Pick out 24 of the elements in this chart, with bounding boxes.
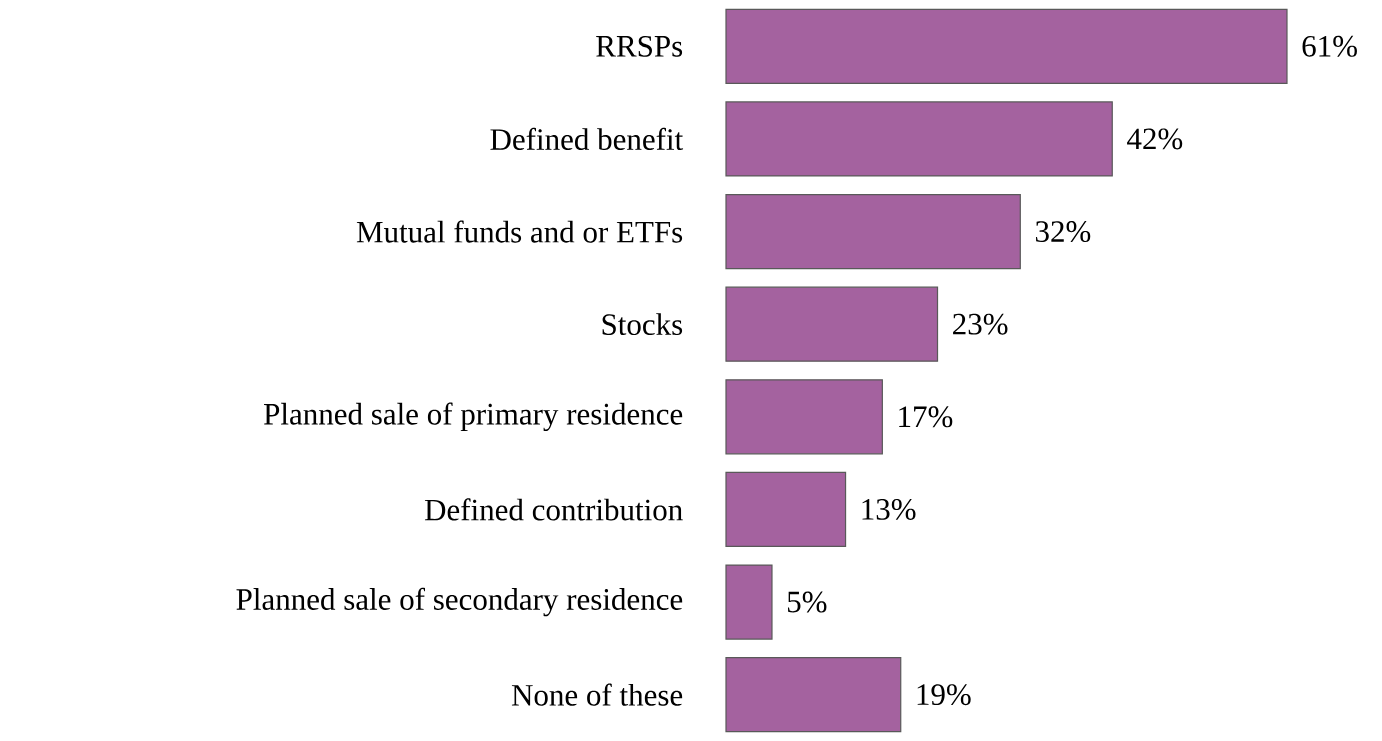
y-tick-label: Planned sale of secondary residence bbox=[236, 587, 683, 617]
bar bbox=[725, 471, 847, 548]
y-tick-label: Mutual funds and or ETFs bbox=[356, 220, 683, 243]
y-tick-label: Planned sale of primary residence bbox=[264, 402, 683, 432]
data-label: 23% bbox=[953, 313, 1008, 335]
y-tick-label: Stocks bbox=[602, 313, 683, 336]
data-label: 19% bbox=[917, 684, 971, 706]
y-tick-label: Defined benefit bbox=[490, 127, 684, 150]
y-tick-label: Defined contribution bbox=[424, 498, 683, 521]
data-label: 13% bbox=[862, 498, 916, 520]
bar bbox=[725, 193, 1021, 270]
y-tick-label: None of these bbox=[511, 683, 683, 706]
bar bbox=[725, 379, 883, 455]
bar bbox=[725, 101, 1113, 177]
bar bbox=[725, 564, 773, 640]
data-label: 17% bbox=[899, 406, 953, 428]
bar bbox=[725, 8, 1288, 84]
data-label: 32% bbox=[1035, 221, 1091, 243]
y-tick-label: RRSPs bbox=[596, 35, 683, 57]
data-label: 5% bbox=[787, 591, 827, 613]
bar bbox=[725, 286, 939, 362]
data-label: 61% bbox=[1302, 35, 1357, 57]
data-label: 42% bbox=[1127, 128, 1183, 150]
bar bbox=[725, 657, 902, 733]
